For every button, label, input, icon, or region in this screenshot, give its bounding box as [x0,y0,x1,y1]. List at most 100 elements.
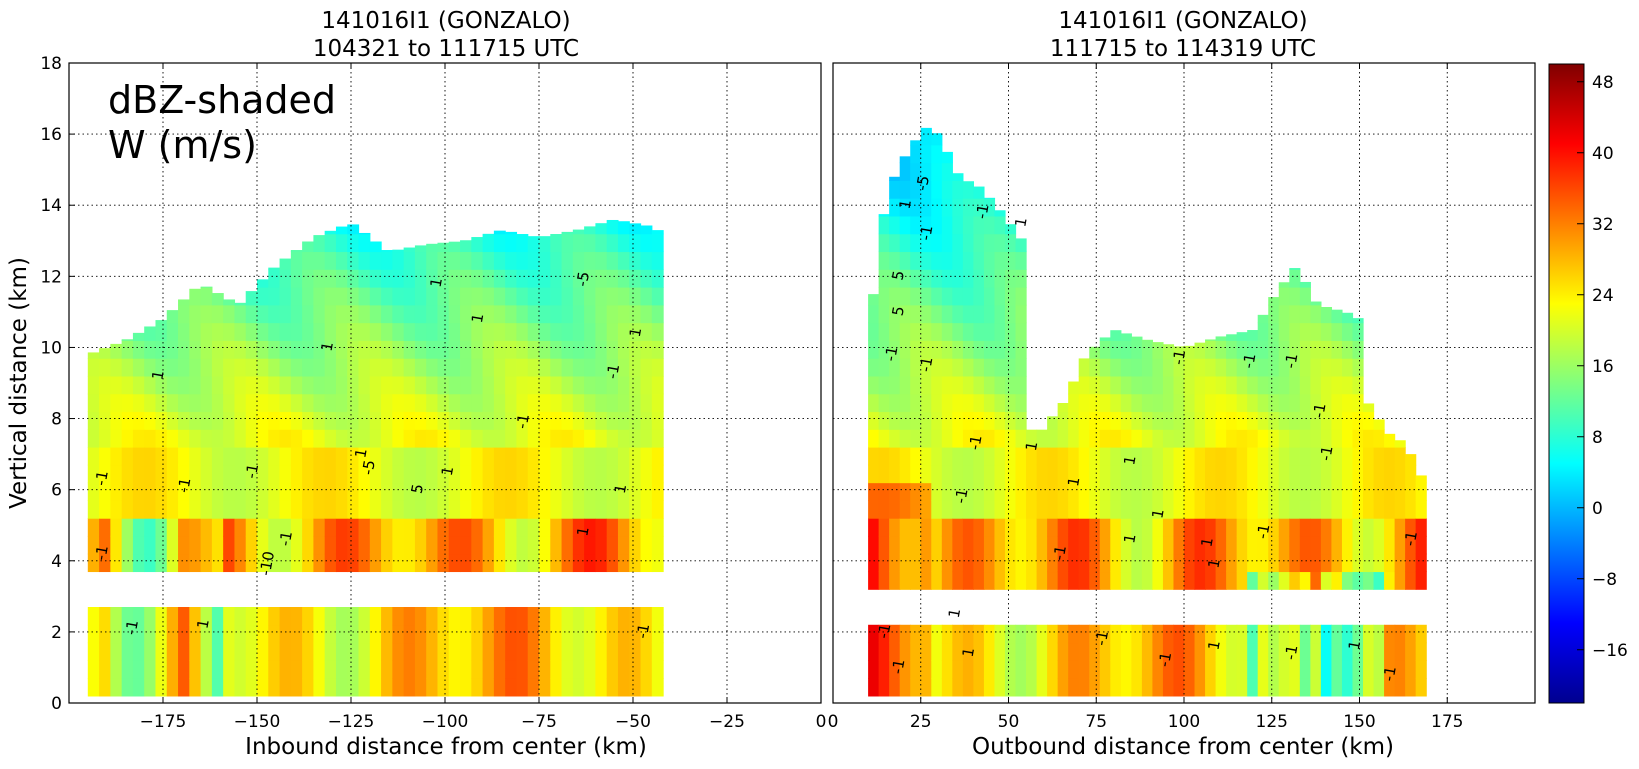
right-reflectivity-cell [1026,642,1038,661]
right-reflectivity-cell [1068,553,1080,573]
right-reflectivity-cell [899,447,911,466]
right-reflectivity-cell [1141,500,1154,519]
right-reflectivity-cell [920,393,932,413]
right-x-tick-label: 0 [828,712,839,732]
left-reflectivity-cell [335,304,348,324]
right-reflectivity-cell [973,287,985,306]
left-reflectivity-cell [166,624,179,644]
right-reflectivity-cell [973,482,985,501]
right-reflectivity-cell [1331,411,1343,430]
right-reflectivity-cell [1363,429,1375,448]
left-reflectivity-cell [437,411,450,430]
left-reflectivity-cell [245,304,258,324]
left-reflectivity-cell [290,411,303,430]
right-reflectivity-cell [1320,518,1333,537]
left-reflectivity-cell [178,464,190,484]
left-reflectivity-cell [279,607,292,626]
right-reflectivity-cell [1289,518,1301,537]
left-reflectivity-cell [414,322,427,341]
left-reflectivity-cell [245,678,258,697]
left-reflectivity-cell [651,375,664,395]
colorbar-tick-label: 16 [1592,357,1614,377]
right-reflectivity-cell [1141,429,1154,448]
left-reflectivity-cell [166,411,179,430]
left-reflectivity-cell [381,340,393,359]
right-reflectivity-cell [1215,411,1227,430]
left-reflectivity-cell [640,624,653,644]
right-reflectivity-cell [1036,553,1048,573]
right-reflectivity-cell [1226,660,1238,679]
right-reflectivity-cell [1078,535,1090,555]
right-reflectivity-cell [1173,447,1185,466]
left-reflectivity-cell [324,553,337,573]
left-reflectivity-cell [482,304,495,324]
left-reflectivity-cell [516,429,529,448]
left-reflectivity-cell [561,358,574,377]
right-reflectivity-cell [952,553,964,573]
left-reflectivity-cell [550,411,563,430]
left-reflectivity-cell [403,518,416,537]
right-reflectivity-cell [952,447,964,466]
right-x-tick-label: 25 [910,712,932,732]
left-reflectivity-cell [189,678,202,697]
left-reflectivity-cell [640,464,653,484]
right-reflectivity-cell [1299,518,1311,537]
right-reflectivity-cell [1352,642,1364,661]
left-reflectivity-cell [324,447,337,466]
left-reflectivity-cell [482,500,495,519]
right-reflectivity-cell [1047,660,1059,679]
right-reflectivity-cell [1194,342,1206,359]
right-reflectivity-cell [952,304,964,324]
left-reflectivity-cell [234,553,247,573]
right-reflectivity-cell [931,340,943,359]
right-reflectivity-cell [1247,553,1259,573]
right-reflectivity-cell [941,660,953,679]
right-reflectivity-cell [1078,393,1090,413]
left-reflectivity-cell [448,287,461,306]
right-reflectivity-cell [962,215,974,235]
right-reflectivity-cell [1110,678,1122,697]
left-reflectivity-cell [279,393,292,413]
left-reflectivity-cell [223,447,236,466]
right-reflectivity-cell [1236,411,1248,430]
right-reflectivity-cell [1278,624,1290,644]
right-reflectivity-cell [1299,553,1311,573]
left-reflectivity-cell [234,678,247,697]
left-reflectivity-cell [324,660,337,679]
right-reflectivity-cell [1015,553,1027,573]
right-reflectivity-cell [899,304,911,324]
right-reflectivity-cell [878,642,890,661]
right-reflectivity-cell [1099,535,1111,555]
left-reflectivity-cell [110,375,123,395]
left-contour-label: 1 [351,447,370,460]
right-reflectivity-cell [1194,571,1206,590]
right-reflectivity-cell [1341,393,1354,413]
annotation-line-1: dBZ-shaded [108,78,336,122]
left-reflectivity-cell [426,304,439,324]
left-reflectivity-cell [87,500,100,519]
left-reflectivity-cell [290,375,303,395]
left-reflectivity-cell [178,518,190,537]
left-reflectivity-cell [595,447,608,466]
left-reflectivity-cell [369,482,382,501]
right-reflectivity-cell [1226,553,1238,573]
left-y-tick-label: 0 [51,694,62,714]
right-reflectivity-cell [931,429,943,448]
right-reflectivity-cell [1110,553,1122,573]
right-reflectivity-cell [1057,678,1069,697]
left-reflectivity-cell [155,411,168,430]
left-reflectivity-cell [539,269,551,288]
right-reflectivity-cell [1131,660,1143,679]
right-reflectivity-cell [1194,482,1206,501]
right-reflectivity-cell [1320,624,1333,644]
left-reflectivity-cell [200,286,213,288]
left-reflectivity-cell [527,607,540,626]
left-reflectivity-cell [606,358,619,377]
right-reflectivity-cell [1299,535,1311,555]
left-reflectivity-cell [584,447,596,466]
left-reflectivity-cell [132,447,145,466]
right-reflectivity-cell [1363,642,1375,661]
right-reflectivity-cell [1205,553,1217,573]
right-reflectivity-cell [1268,482,1280,501]
right-reflectivity-cell [1352,482,1364,501]
